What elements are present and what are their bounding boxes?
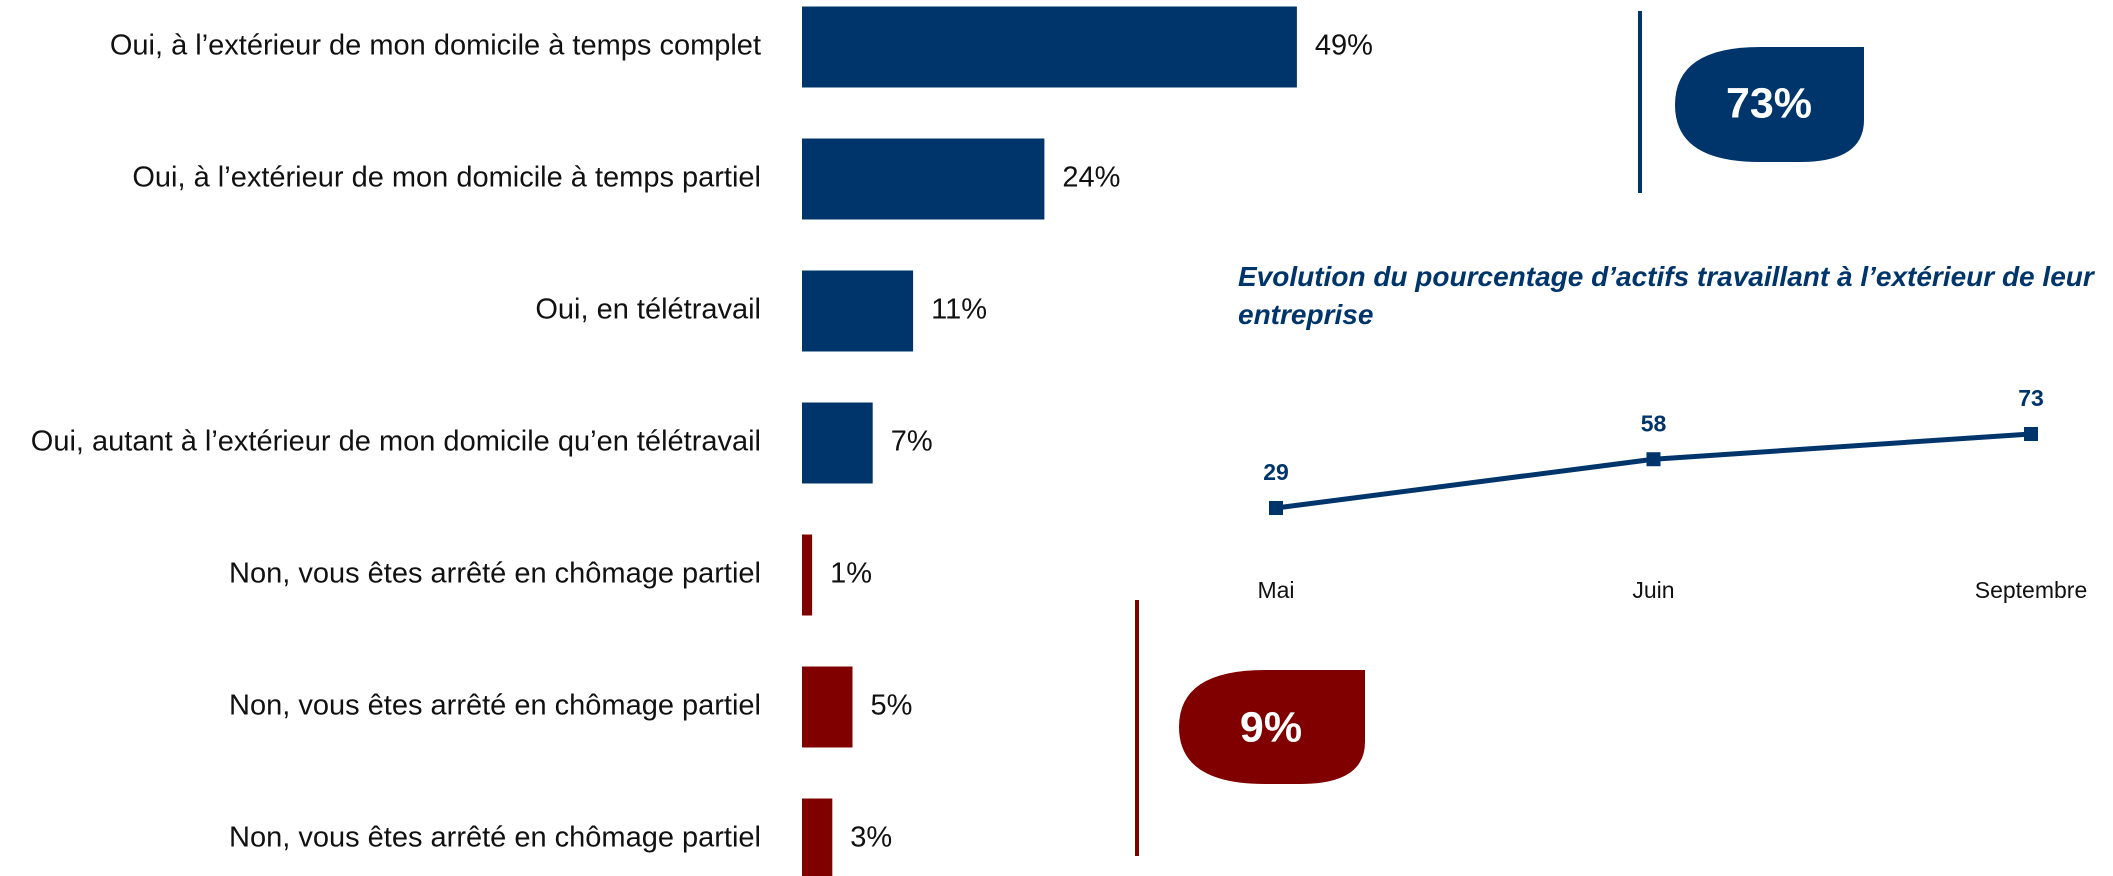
line-chart-title: Evolution du pourcentage d’actifs travai…: [1238, 261, 2094, 330]
value-label: 24%: [1062, 162, 1120, 194]
value-label: 49%: [1315, 30, 1373, 62]
bar: [802, 6, 1297, 88]
value-label: 1%: [830, 558, 872, 590]
category-label: Oui, en télétravail: [535, 294, 761, 326]
category-label: Non, vous êtes arrêté en chômage partiel: [229, 558, 761, 590]
x-tick-label: Mai: [1257, 577, 1294, 603]
callout-shape: [1179, 670, 1365, 784]
bar: [802, 138, 1045, 220]
callout-shape: [1675, 47, 1864, 162]
category-label: Non, vous êtes arrêté en chômage partiel: [229, 690, 761, 722]
category-label: Oui, à l’extérieur de mon domicile à tem…: [110, 30, 761, 62]
bar: [802, 666, 853, 748]
value-label: 3%: [850, 822, 892, 854]
marker: [1269, 501, 1283, 515]
value-label: 11%: [931, 294, 987, 326]
x-tick-label: Septembre: [1975, 577, 2088, 603]
value-label: 5%: [871, 690, 913, 722]
category-label: Non, vous êtes arrêté en chômage partiel: [229, 822, 761, 854]
category-label: Oui, à l’extérieur de mon domicile à tem…: [132, 162, 761, 194]
value-label: 29: [1263, 459, 1289, 485]
value-label: 73: [2018, 385, 2044, 411]
line: [1275, 431, 2032, 511]
bar: [802, 534, 813, 616]
bar: [802, 798, 833, 876]
marker: [1646, 452, 1661, 467]
category-label: Oui, autant à l’extérieur de mon domicil…: [31, 426, 761, 458]
callout-text: 73%: [1726, 79, 1812, 127]
bar: [802, 402, 873, 484]
value-label: 7%: [891, 426, 933, 458]
x-tick-label: Juin: [1632, 577, 1674, 603]
marker: [2024, 427, 2038, 441]
bar: [802, 270, 914, 352]
value-label: 58: [1641, 410, 1667, 436]
callout-text: 9%: [1240, 703, 1302, 751]
